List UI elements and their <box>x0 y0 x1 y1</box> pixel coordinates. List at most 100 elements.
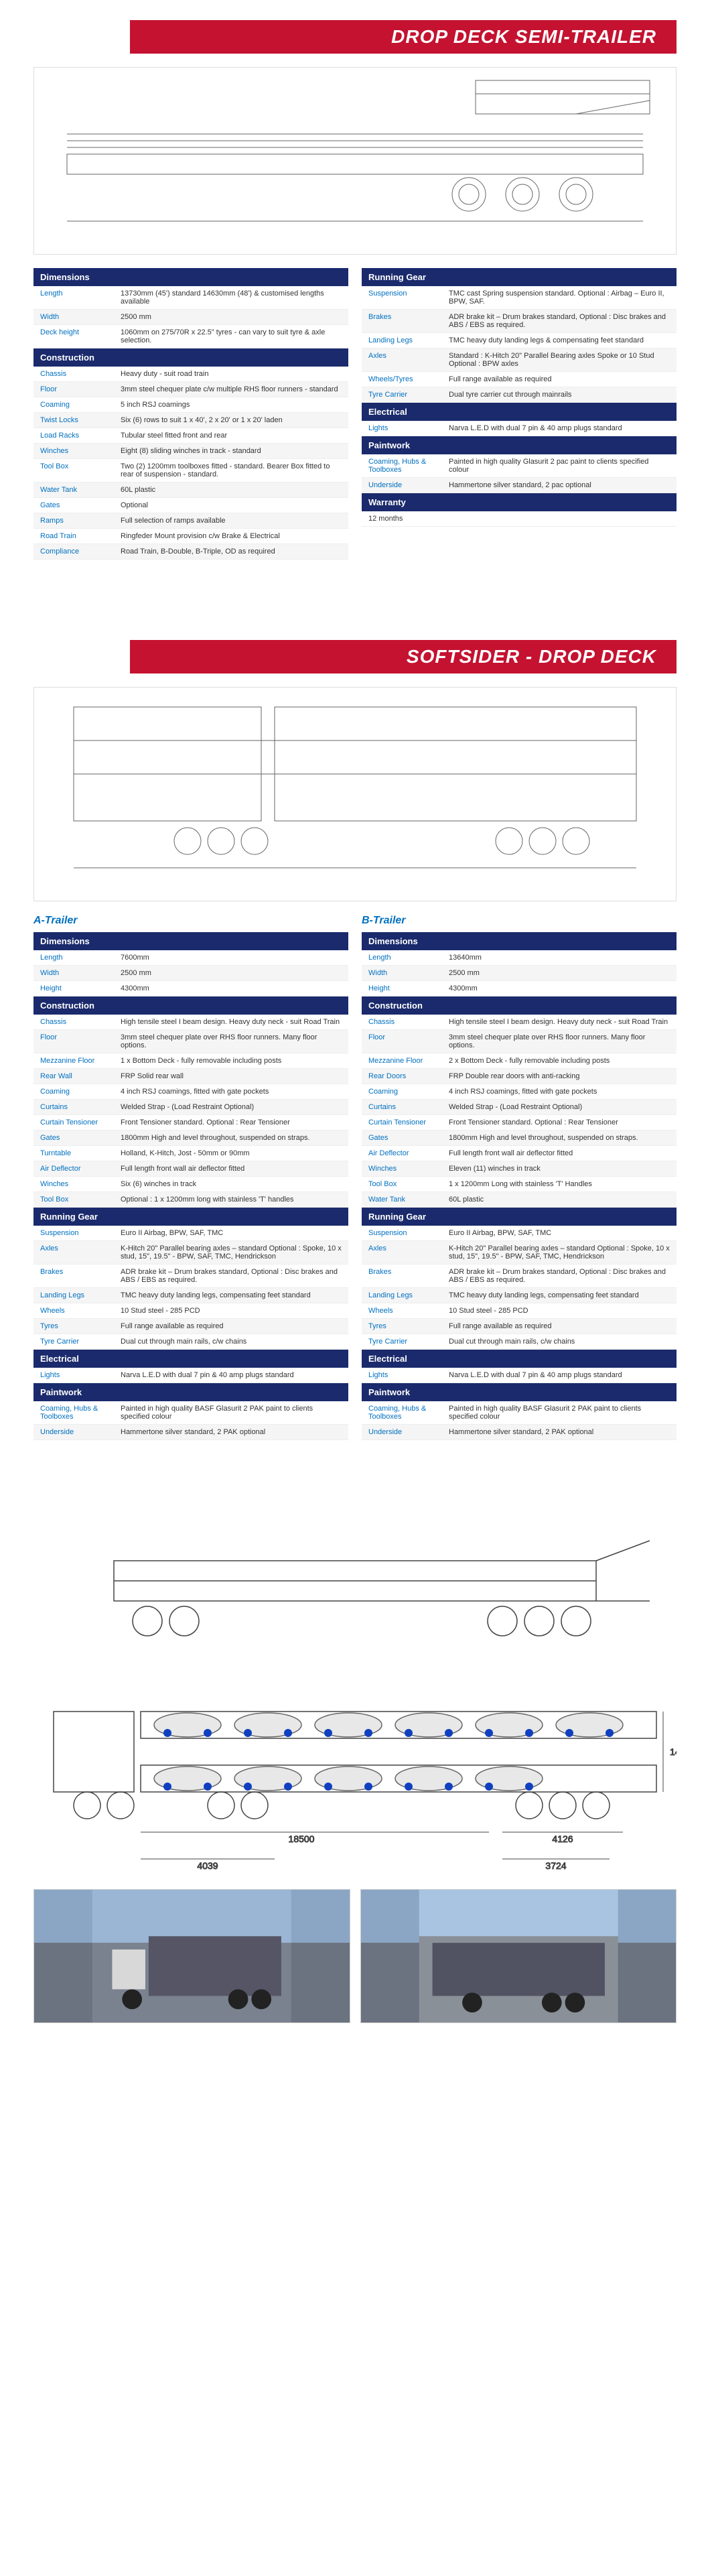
spec-row: Water Tank60L plastic <box>362 1192 677 1208</box>
spec-value: Euro II Airbag, BPW, SAF, TMC <box>449 1229 670 1237</box>
spec-value: Full length front wall air deflector fit… <box>121 1165 342 1173</box>
spec-row: Length13640mm <box>362 950 677 966</box>
dim-18500: 18500 <box>289 1833 315 1844</box>
spec-row: Rear WallFRP Solid rear wall <box>33 1069 348 1084</box>
softsider-diagram <box>33 687 677 901</box>
dim-4039: 4039 <box>197 1860 218 1871</box>
section-header: Electrical <box>362 403 677 421</box>
spec-value: Holland, K-Hitch, Jost - 50mm or 90mm <box>121 1149 342 1157</box>
spec-value: Two (2) 1200mm toolboxes fitted - standa… <box>121 462 342 478</box>
section-header: Dimensions <box>33 268 348 286</box>
spec-value: ADR brake kit – Drum brakes standard, Op… <box>121 1268 342 1284</box>
spec-row: BrakesADR brake kit – Drum brakes standa… <box>362 310 677 333</box>
spec-row: CurtainsWelded Strap - (Load Restraint O… <box>33 1100 348 1115</box>
spec-label: Floor <box>40 385 121 393</box>
title-bar-1: DROP DECK SEMI-TRAILER <box>33 20 677 54</box>
b-trailer-col: B-Trailer DimensionsLength13640mmWidth25… <box>362 915 677 1440</box>
section-header: Electrical <box>362 1350 677 1368</box>
spec-value: Eleven (11) winches in track <box>449 1165 670 1173</box>
spec-label: Coaming, Hubs & Toolboxes <box>368 1405 449 1421</box>
ab-columns: A-Trailer DimensionsLength7600mmWidth250… <box>33 915 677 1440</box>
spec-label: Suspension <box>40 1229 121 1237</box>
spec-row: BrakesADR brake kit – Drum brakes standa… <box>362 1265 677 1288</box>
spec-row: Air DeflectorFull length front wall air … <box>33 1161 348 1177</box>
spec-label: Lights <box>40 1371 121 1379</box>
car-carrier-diagram-2: 18500 4126 1474 4039 3724 <box>33 1658 677 1876</box>
title-2: SOFTSIDER - DROP DECK <box>407 646 656 667</box>
spec-label: Floor <box>40 1033 121 1049</box>
spec-label: Air Deflector <box>40 1165 121 1173</box>
spec-value: 3mm steel chequer plate over RHS floor r… <box>449 1033 670 1049</box>
spec-label: Rear Doors <box>368 1072 449 1080</box>
spec-row: Height4300mm <box>362 981 677 996</box>
spec-row: Width2500 mm <box>362 966 677 981</box>
spec-label: Suspension <box>368 289 449 306</box>
spec-value: K-Hitch 20" Parallel bearing axles – sta… <box>449 1244 670 1261</box>
spec-value: 1060mm on 275/70R x 22.5" tyres - can va… <box>121 328 342 344</box>
spec-value: 1 x 1200mm Long with stainless 'T' Handl… <box>449 1180 670 1188</box>
spec-row: Road TrainRingfeder Mount provision c/w … <box>33 529 348 544</box>
dim-3724: 3724 <box>545 1860 566 1871</box>
spec-label: Tyre Carrier <box>368 391 449 399</box>
spec-label: Curtain Tensioner <box>40 1118 121 1126</box>
spec-value: TMC heavy duty landing legs, compensatin… <box>449 1291 670 1299</box>
spec-row: RampsFull selection of ramps available <box>33 513 348 529</box>
spec-value: Full range available as required <box>449 1322 670 1330</box>
spec-value: ADR brake kit – Drum brakes standard, Op… <box>449 1268 670 1284</box>
spec-value: Optional : 1 x 1200mm long with stainles… <box>121 1196 342 1204</box>
spec-row: LightsNarva L.E.D with dual 7 pin & 40 a… <box>362 1368 677 1383</box>
spec-label: Landing Legs <box>40 1291 121 1299</box>
spec-row: Length7600mm <box>33 950 348 966</box>
spec-columns: DimensionsLength13730mm (45') standard 1… <box>33 268 677 560</box>
spec-value: High tensile steel I beam design. Heavy … <box>449 1018 670 1026</box>
spec-label: Chassis <box>368 1018 449 1026</box>
page-2: SOFTSIDER - DROP DECK A-Trailer Dimensio… <box>0 620 710 1460</box>
spec-row: Load RacksTubular steel fitted front and… <box>33 428 348 444</box>
spec-row: Curtain TensionerFront Tensioner standar… <box>33 1115 348 1131</box>
section-header: Dimensions <box>362 932 677 950</box>
section-header: Construction <box>33 348 348 367</box>
spec-row: BrakesADR brake kit – Drum brakes standa… <box>33 1265 348 1288</box>
spec-value: Euro II Airbag, BPW, SAF, TMC <box>121 1229 342 1237</box>
photo-2 <box>360 1889 677 2023</box>
section-header: Paintwork <box>362 1383 677 1401</box>
spec-label: Wheels <box>40 1307 121 1315</box>
spec-row: Mezzanine Floor1 x Bottom Deck - fully r… <box>33 1053 348 1069</box>
spec-value: 10 Stud steel - 285 PCD <box>121 1307 342 1315</box>
spec-value: Full length front wall air deflector fit… <box>449 1149 670 1157</box>
trailer-diagram-1 <box>33 67 677 255</box>
spec-row: Coaming4 inch RSJ coamings, fitted with … <box>362 1084 677 1100</box>
spec-row: Gates1800mm High and level throughout, s… <box>362 1131 677 1146</box>
spec-label: Curtains <box>40 1103 121 1111</box>
spec-value: Ringfeder Mount provision c/w Brake & El… <box>121 532 342 540</box>
spec-row: Width2500 mm <box>33 966 348 981</box>
spec-label: Height <box>40 984 121 992</box>
dim-1474: 1474 <box>670 1746 677 1757</box>
spec-value: ADR brake kit – Drum brakes standard, Op… <box>449 313 670 329</box>
spec-value: 12 months <box>368 515 670 523</box>
photo-1 <box>33 1889 350 2023</box>
spec-value: Hammertone silver standard, 2 PAK option… <box>449 1428 670 1436</box>
spec-label: Rear Wall <box>40 1072 121 1080</box>
spec-label: Floor <box>368 1033 449 1049</box>
spec-row: Mezzanine Floor2 x Bottom Deck - fully r… <box>362 1053 677 1069</box>
spec-label: Tyre Carrier <box>40 1338 121 1346</box>
spec-row: AxlesK-Hitch 20" Parallel bearing axles … <box>33 1241 348 1265</box>
spec-row: Twist LocksSix (6) rows to suit 1 x 40',… <box>33 413 348 428</box>
spec-label: Tyre Carrier <box>368 1338 449 1346</box>
spec-value: Narva L.E.D with dual 7 pin & 40 amp plu… <box>449 424 670 432</box>
spec-row: Width2500 mm <box>33 310 348 325</box>
spec-row: Coaming, Hubs & ToolboxesPainted in high… <box>362 1401 677 1425</box>
b-title: B-Trailer <box>362 915 677 927</box>
spec-value: 2 x Bottom Deck - fully removable includ… <box>449 1057 670 1065</box>
spec-value: K-Hitch 20" Parallel bearing axles – sta… <box>121 1244 342 1261</box>
section-header: Running Gear <box>362 1208 677 1226</box>
spec-label: Ramps <box>40 517 121 525</box>
spec-row: GatesOptional <box>33 498 348 513</box>
spec-row: Floor3mm steel chequer plate over RHS fl… <box>33 1030 348 1053</box>
spec-value: Heavy duty - suit road train <box>121 370 342 378</box>
spec-label: Underside <box>40 1428 121 1436</box>
spec-label: Length <box>368 954 449 962</box>
spec-row: 12 months <box>362 511 677 527</box>
spec-value: Standard : K-Hitch 20" Parallel Bearing … <box>449 352 670 368</box>
